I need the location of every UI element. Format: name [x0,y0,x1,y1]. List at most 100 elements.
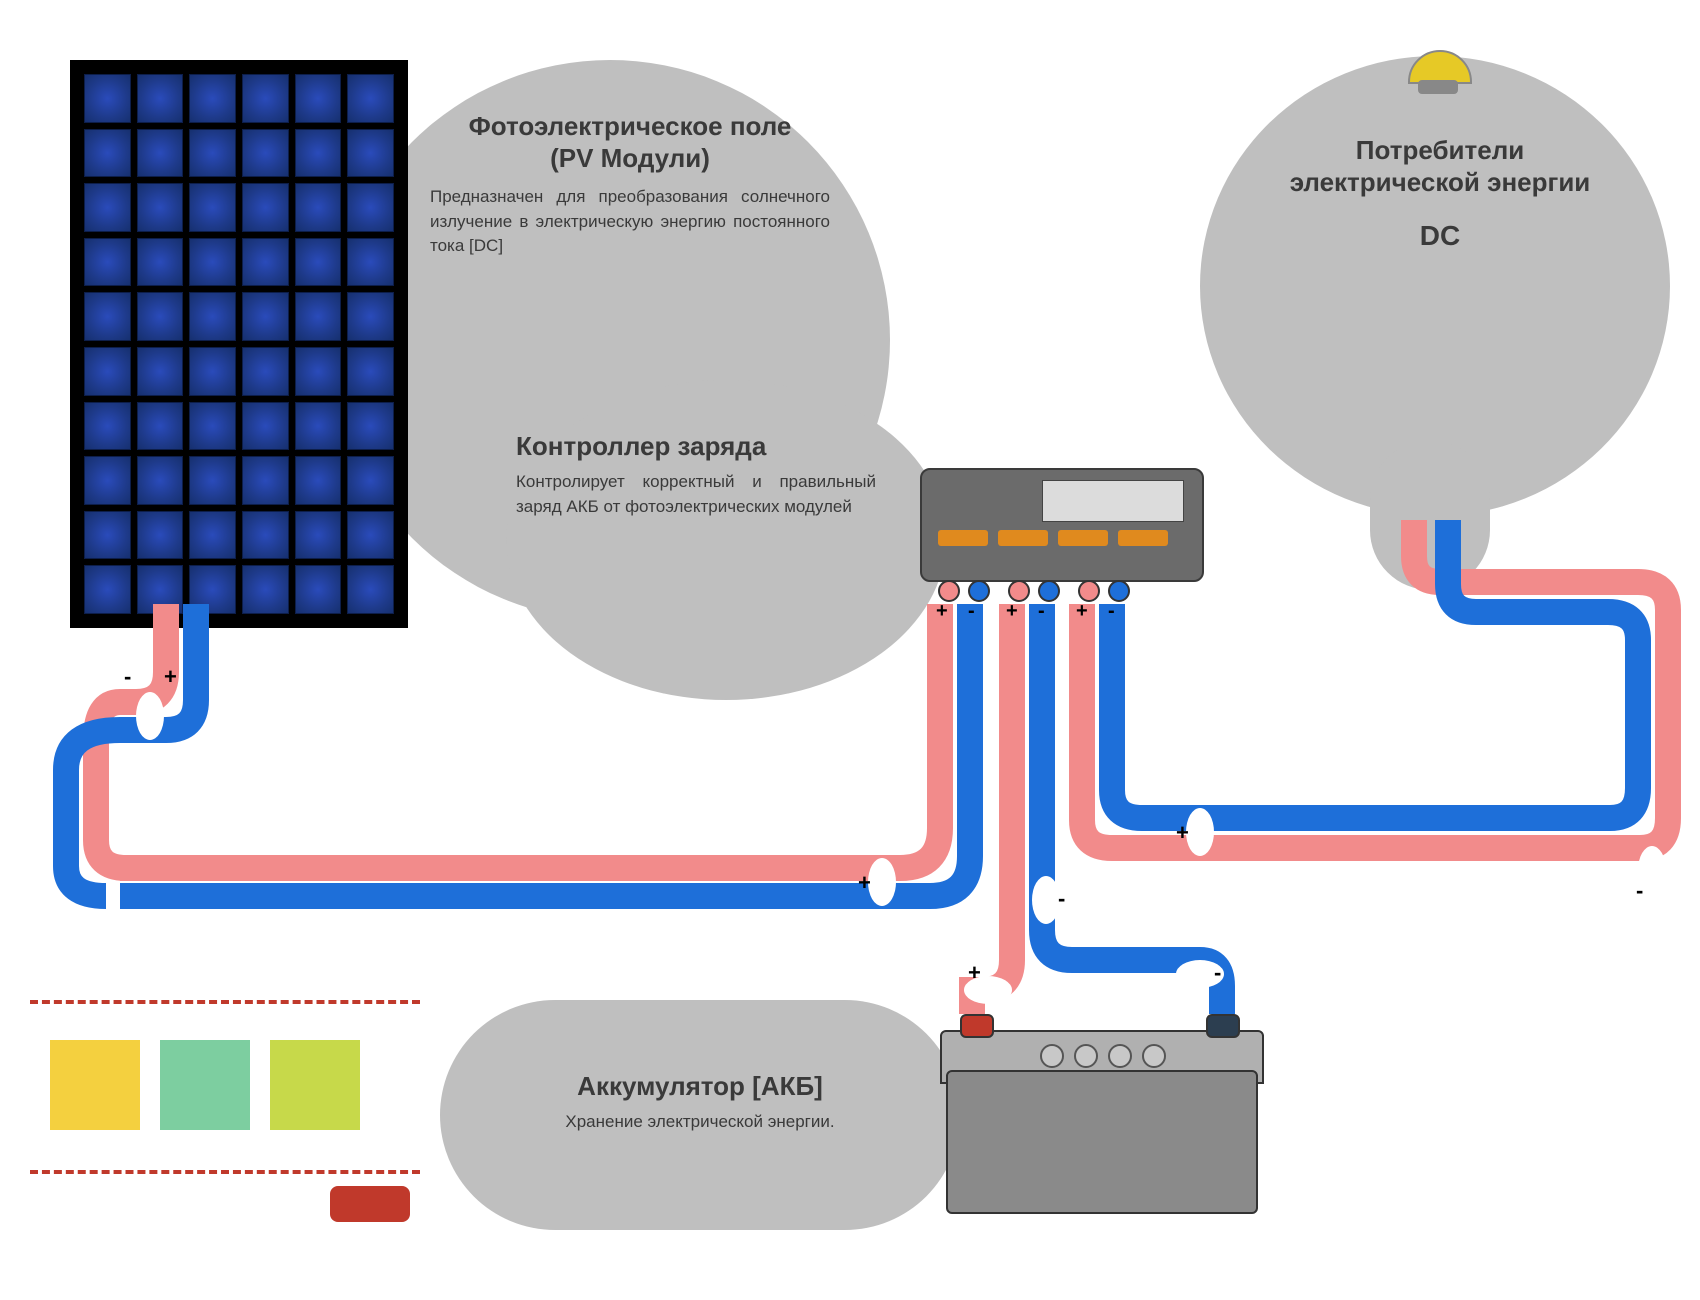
battery-cap-3 [1108,1044,1132,1068]
consumers-title-3: DC [1240,218,1640,253]
battery-cap-1 [1040,1044,1064,1068]
panel-cell [347,129,394,178]
panel-cell [84,347,131,396]
panel-cell [189,74,236,123]
bulb-cap-icon [1418,80,1458,94]
ctrl-term-1p [938,580,960,602]
pm-bus-mid-minus: - [1058,886,1065,912]
panel-cell [84,183,131,232]
pm-pv-minus: - [124,664,131,690]
panel-cell [189,456,236,505]
panel-cell [189,511,236,560]
pm-bus-left-plus: + [858,870,871,896]
panel-cell [137,456,184,505]
panel-cell [84,292,131,341]
panel-cell [242,565,289,614]
logo-sq-1 [50,1040,140,1130]
panel-cell [189,565,236,614]
consumers-title-2: электрической энергии [1240,166,1640,199]
panel-cell [189,238,236,287]
controller-btn-4 [1118,530,1168,546]
pm-batt-plus: + [968,960,981,986]
blob-controller [506,380,946,700]
pv-title-2: (PV Модули) [420,142,840,175]
pm-ctrl-1n: - [968,600,975,623]
panel-cell [295,74,342,123]
panel-cell [295,402,342,451]
battery-desc: Хранение электрической энергии. [500,1110,900,1135]
logo-blob-bot [330,1186,410,1222]
panel-cell [347,74,394,123]
ctrl-term-3p [1078,580,1100,602]
panel-cell [84,402,131,451]
panel-cell [242,402,289,451]
panel-cell [84,511,131,560]
panel-cell [189,402,236,451]
panel-cell [84,129,131,178]
panel-cell [84,565,131,614]
panel-cell [295,511,342,560]
battery-cap-2 [1074,1044,1098,1068]
panel-cell [137,292,184,341]
panel-cell [347,565,394,614]
panel-cell [137,183,184,232]
panel-cell [295,456,342,505]
logo [30,1000,420,1240]
battery-title: Аккумулятор [АКБ] [500,1070,900,1103]
panel-cell [137,511,184,560]
panel-cell [242,183,289,232]
panel-cell [84,74,131,123]
panel-cell [189,129,236,178]
logo-sq-2 [160,1040,250,1130]
panel-cell [347,347,394,396]
panel-cell [242,292,289,341]
panel-cell [137,402,184,451]
panel-cell [137,129,184,178]
panel-cell [242,129,289,178]
pm-pv-plus: + [164,664,177,690]
controller-btn-1 [938,530,988,546]
panel-cell [347,456,394,505]
pm-ctrl-3n: - [1108,600,1115,623]
controller-screen [1042,480,1184,522]
battery-post-pos [960,1014,994,1038]
panel-cell [137,238,184,287]
panel-cell [84,238,131,287]
panel-cell [347,238,394,287]
panel-cell [242,74,289,123]
pm-bus-far-minus: - [1636,878,1643,904]
pv-title-1: Фотоэлектрическое поле [420,110,840,143]
pm-batt-minus: - [1214,960,1221,986]
controller-btn-3 [1058,530,1108,546]
panel-cell [242,456,289,505]
panel-cell [347,511,394,560]
panel-cell [137,565,184,614]
panel-cell [189,292,236,341]
panel-cell [347,402,394,451]
battery-case [946,1070,1258,1214]
pm-ctrl-1p: + [936,600,948,623]
panel-cell [242,511,289,560]
panel-cell [242,238,289,287]
panel-cell [295,565,342,614]
controller-btn-2 [998,530,1048,546]
solar-panel [70,60,408,628]
panel-cell [295,347,342,396]
pm-ctrl-3p: + [1076,600,1088,623]
bulb-icon [1408,50,1472,84]
ctrl-term-2p [1008,580,1030,602]
panel-cell [189,347,236,396]
battery-cap-4 [1142,1044,1166,1068]
pm-bus-right-plus: + [1176,820,1189,846]
panel-cell [347,183,394,232]
ctrl-term-2n [1038,580,1060,602]
panel-cell [347,292,394,341]
consumers-title-1: Потребители [1240,134,1640,167]
logo-sq-3 [270,1040,360,1130]
panel-cell [84,456,131,505]
pm-ctrl-2p: + [1006,600,1018,623]
logo-line-top [30,1000,420,1004]
ctrl-term-3n [1108,580,1130,602]
panel-cell [137,74,184,123]
ctrl-term-1n [968,580,990,602]
